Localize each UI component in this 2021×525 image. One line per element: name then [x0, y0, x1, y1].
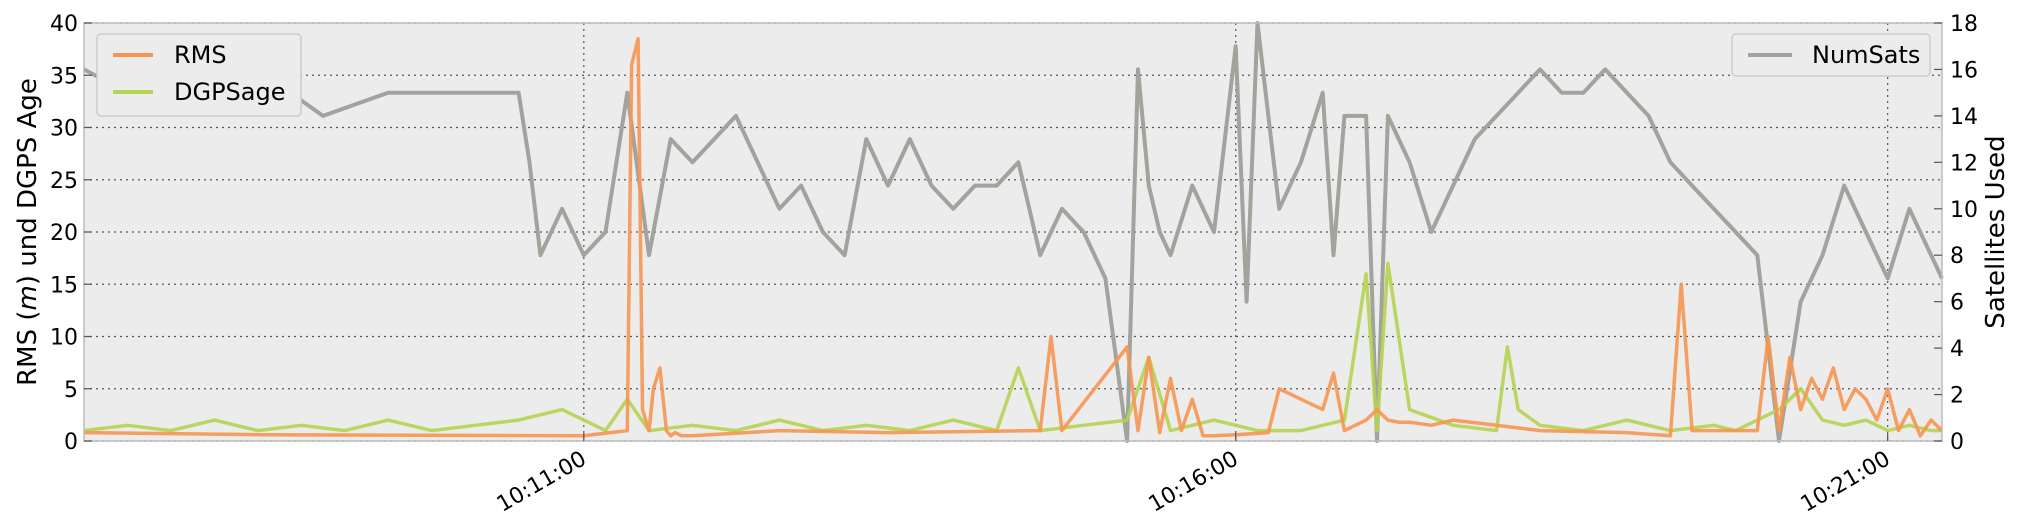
right-axis-title: Satellites Used: [1981, 135, 2011, 328]
left-tick-label: 15: [50, 273, 78, 298]
legend-right: NumSats: [1731, 33, 1931, 77]
left-tick-label: 10: [50, 326, 78, 351]
series-line-dgpsage: [83, 261, 1942, 433]
right-tick-label: 8: [1950, 244, 1964, 269]
right-tick-label: 10: [1950, 198, 1978, 223]
left-axis-title-part-1: RMS (: [13, 310, 43, 385]
series-layer: [83, 21, 1944, 443]
right-y-axis: 0 2 4 6 8 10 12 14 16 18: [1934, 12, 1978, 455]
right-tick-label: 0: [1950, 430, 1964, 455]
left-tick-label: 0: [64, 430, 78, 455]
legend-numsats-label: NumSats: [1812, 41, 1920, 69]
left-tick-label: 35: [50, 64, 78, 89]
left-axis-title-part-2: m: [13, 285, 43, 310]
left-tick-label: 30: [50, 117, 78, 142]
left-tick-label: 5: [64, 378, 78, 403]
series-line-rms: [83, 36, 1944, 438]
right-tick-label: 6: [1950, 291, 1964, 316]
left-tick-label: 20: [50, 221, 78, 246]
left-axis-title: RMS (m) und DGPS Age: [13, 78, 43, 386]
right-tick-label: 18: [1950, 12, 1978, 37]
x-tick-label: 10:16:00: [1145, 447, 1243, 518]
left-axis-title-part-3: ) und DGPS Age: [13, 78, 43, 285]
legend-rms-label: RMS: [174, 41, 227, 69]
right-tick-label: 12: [1950, 151, 1978, 176]
x-tick-label: 10:11:00: [493, 447, 591, 518]
legend-right-box: [1731, 33, 1931, 77]
right-tick-label: 4: [1950, 337, 1964, 362]
right-tick-label: 16: [1950, 58, 1978, 83]
x-tick-label: 10:21:00: [1797, 447, 1895, 518]
left-tick-label: 25: [50, 169, 78, 194]
right-tick-label: 2: [1950, 384, 1964, 409]
left-y-axis: 0 5 10 15 20 25 30 35 40: [50, 12, 92, 455]
legend-left: RMS DGPSage: [96, 33, 302, 117]
legend-dgpsage-label: DGPSage: [174, 78, 286, 106]
x-axis: 10:11:00 10:16:00 10:21:00: [493, 433, 1895, 518]
right-tick-label: 14: [1950, 105, 1978, 130]
left-tick-label: 40: [50, 12, 78, 37]
